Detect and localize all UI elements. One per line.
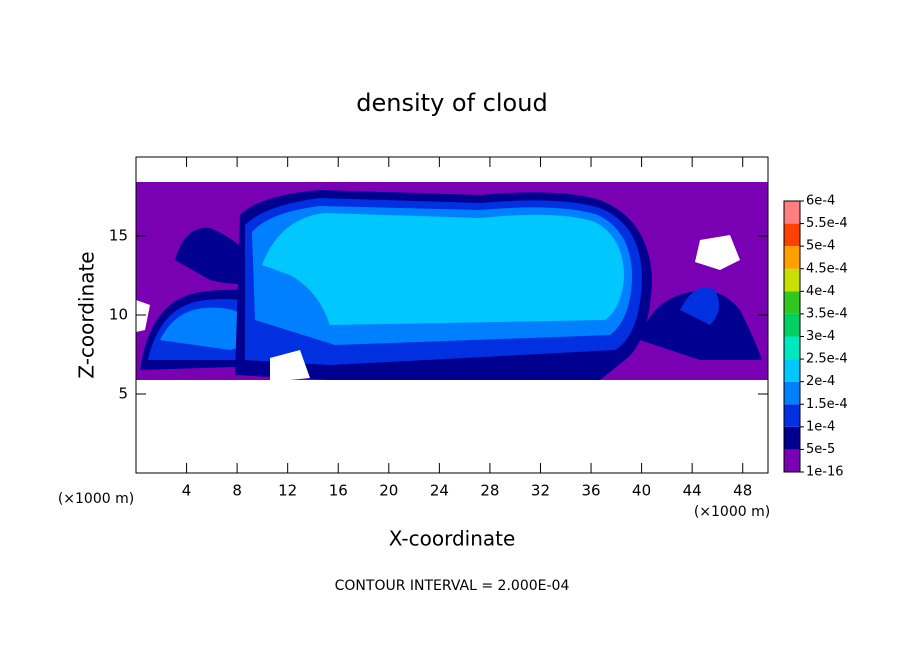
colorbar-band — [784, 426, 800, 450]
y-axis-label: Z-coordinate — [75, 251, 99, 378]
y-tick-label: 5 — [118, 385, 128, 403]
y-tick-label: 10 — [109, 306, 128, 324]
x-tick-label: 48 — [733, 482, 752, 500]
colorbar-label: 1.5e-4 — [806, 397, 848, 412]
colorbar-label: 3e-4 — [806, 329, 835, 344]
colorbar-label: 4.5e-4 — [806, 261, 848, 276]
y-unit-label: (×1000 m) — [58, 491, 134, 507]
colorbar-band — [784, 223, 800, 247]
x-tick-label: 8 — [232, 482, 242, 500]
x-tick-label: 20 — [379, 482, 398, 500]
y-tick-label: 15 — [109, 227, 128, 245]
colorbar-band — [784, 336, 800, 360]
colorbar-band — [784, 449, 800, 472]
colorbar-label: 5e-4 — [806, 239, 835, 254]
x-tick-label: 16 — [329, 482, 348, 500]
x-tick-label: 32 — [531, 482, 550, 500]
colorbar-label: 1e-16 — [806, 465, 844, 480]
colorbar-band — [784, 246, 800, 269]
colorbar-band — [784, 201, 800, 224]
contour-field — [136, 175, 768, 382]
colorbar-band — [784, 404, 800, 427]
colorbar-band — [784, 359, 800, 382]
colorbar-label: 2e-4 — [806, 374, 835, 389]
colorbar-label: 4e-4 — [806, 284, 835, 299]
x-tick-label: 36 — [581, 482, 600, 500]
chart-title: density of cloud — [356, 89, 547, 117]
colorbar-label: 5.5e-4 — [806, 216, 848, 231]
colorbar-label: 2.5e-4 — [806, 352, 848, 367]
x-tick-label: 24 — [430, 482, 449, 500]
colorbar-label: 5e-5 — [806, 442, 835, 457]
x-tick-label: 40 — [632, 482, 651, 500]
colorbar-label: 1e-4 — [806, 419, 835, 434]
colorbar-band — [784, 313, 800, 337]
colorbar-band — [784, 291, 800, 314]
colorbar-band — [784, 381, 800, 405]
x-tick-label: 4 — [182, 482, 192, 500]
x-axis-label: X-coordinate — [389, 527, 516, 551]
x-tick-label: 44 — [683, 482, 702, 500]
colorbar-band — [784, 268, 800, 292]
colorbar-label: 3.5e-4 — [806, 306, 848, 321]
footer: CONTOUR INTERVAL = 2.000E-04 — [335, 578, 570, 594]
colorbar-label: 6e-4 — [806, 194, 835, 209]
x-tick-label: 12 — [278, 482, 297, 500]
x-unit-label: (×1000 m) — [694, 504, 770, 520]
x-tick-label: 28 — [480, 482, 499, 500]
